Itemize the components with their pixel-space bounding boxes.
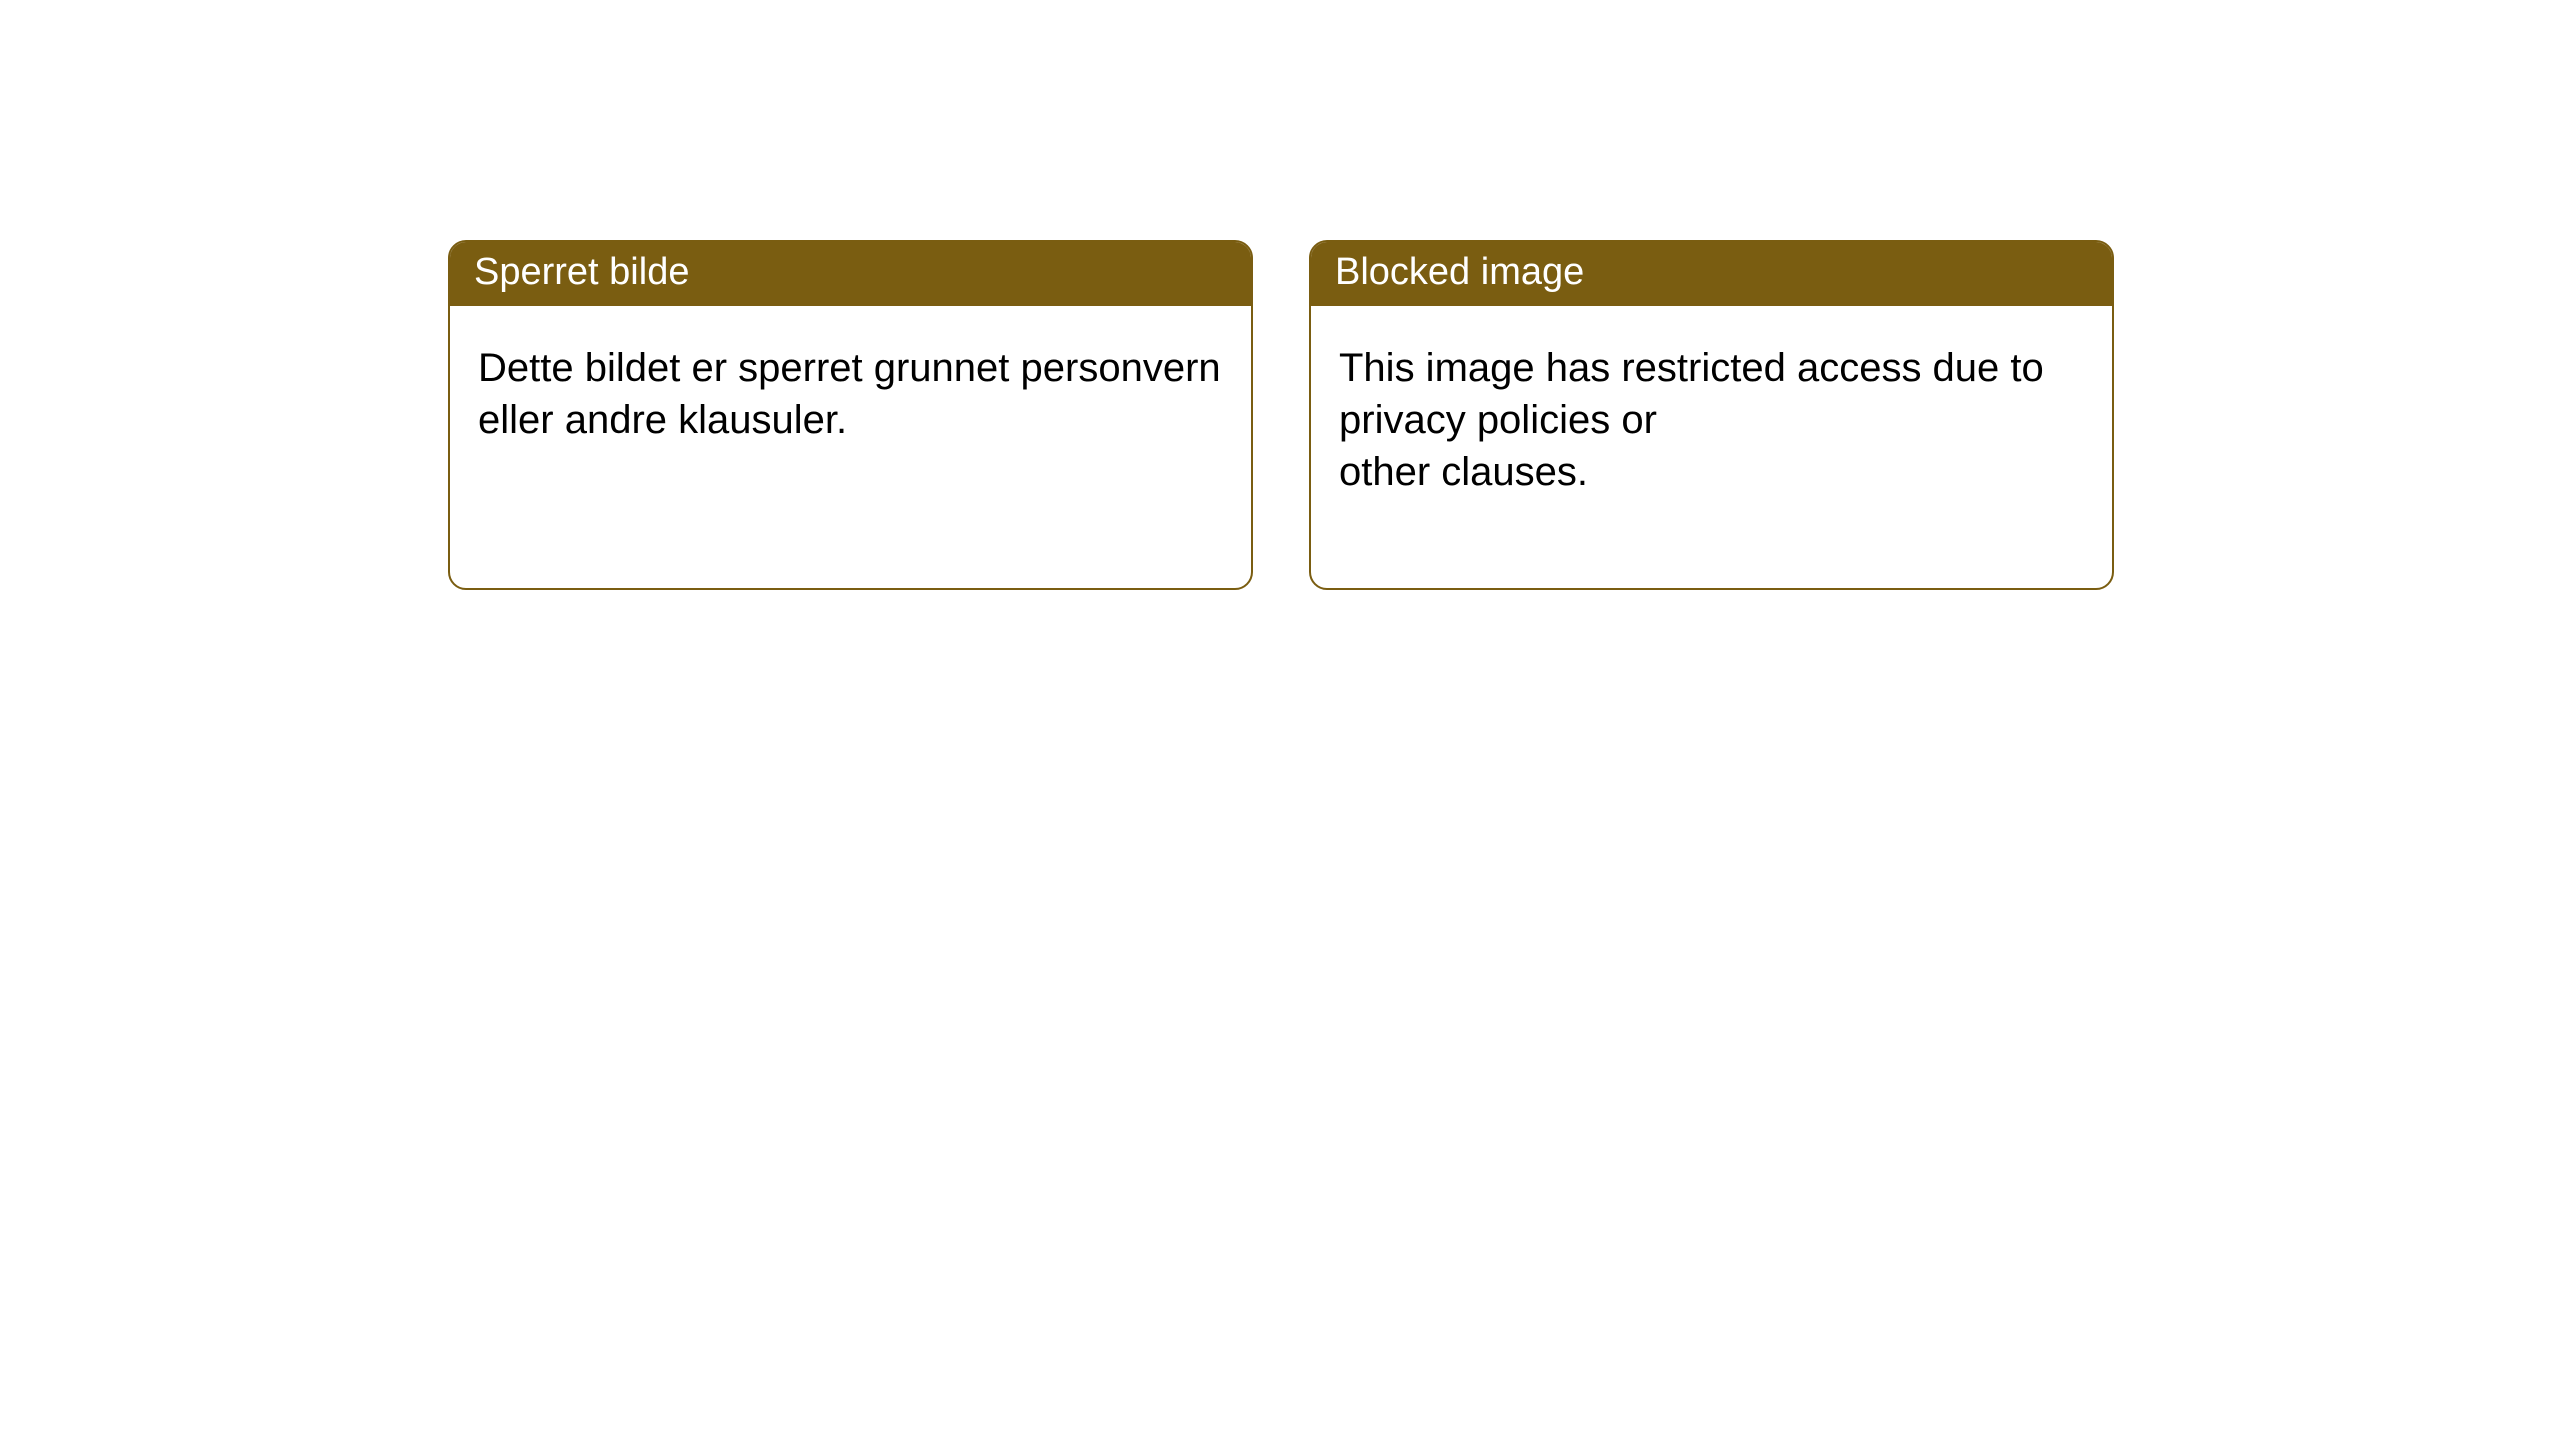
blocked-image-card-norwegian: Sperret bilde Dette bildet er sperret gr… — [448, 240, 1253, 590]
notice-cards-row: Sperret bilde Dette bildet er sperret gr… — [0, 0, 2560, 590]
blocked-image-card-english: Blocked image This image has restricted … — [1309, 240, 2114, 590]
card-body-text: This image has restricted access due to … — [1311, 306, 2112, 588]
card-title: Sperret bilde — [450, 242, 1251, 306]
card-body-text: Dette bildet er sperret grunnet personve… — [450, 306, 1251, 536]
card-title: Blocked image — [1311, 242, 2112, 306]
